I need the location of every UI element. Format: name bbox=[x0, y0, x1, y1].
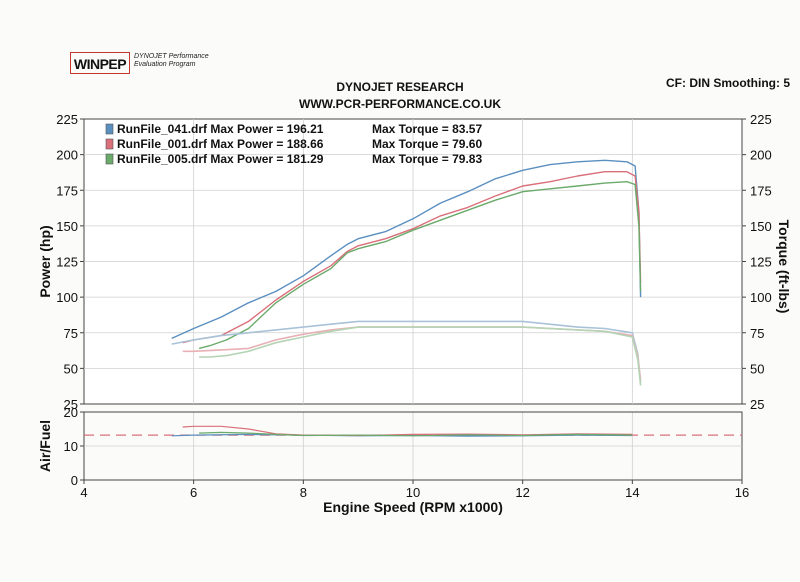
legend-swatch bbox=[105, 153, 114, 165]
x-tick-label: 14 bbox=[625, 485, 639, 500]
logo-subtitle-line1: DYNOJET Performance bbox=[134, 53, 209, 60]
af-tick-label: 20 bbox=[64, 405, 78, 420]
x-tick-label: 6 bbox=[190, 485, 197, 500]
power-tick-label: 125 bbox=[56, 255, 78, 270]
legend-swatch bbox=[105, 138, 114, 150]
torque-axis-label: Torque (ft-lbs) bbox=[776, 220, 792, 314]
legend-torque-entry: Max Torque = 79.83 bbox=[372, 152, 482, 166]
af-curve-3 bbox=[199, 431, 633, 437]
torque-tick-label: 50 bbox=[750, 361, 764, 376]
logo-text: WINPEP bbox=[70, 52, 130, 74]
logo-subtitle-line2: Evaluation Program bbox=[134, 61, 196, 68]
power-curve-2 bbox=[182, 170, 642, 344]
legend-entry: RunFile_041.drf Max Power = 196.21 bbox=[117, 122, 324, 136]
torque-tick-label: 150 bbox=[750, 219, 772, 234]
correction-factor-label: CF: DIN Smoothing: 5 bbox=[666, 76, 790, 90]
legend-torque-entry: Max Torque = 83.57 bbox=[372, 122, 482, 136]
torque-tick-label: 100 bbox=[750, 290, 772, 305]
torque-tick-label: 125 bbox=[750, 255, 772, 270]
legend-entry: RunFile_001.drf Max Power = 188.66 bbox=[117, 137, 324, 151]
power-tick-label: 75 bbox=[64, 326, 78, 341]
logo-subtitle: DYNOJET Performance Evaluation Program bbox=[134, 53, 209, 69]
power-axis-label: Power (hp) bbox=[37, 225, 53, 297]
power-tick-label: 150 bbox=[56, 219, 78, 234]
legend-swatch bbox=[105, 123, 114, 135]
power-tick-label: 100 bbox=[56, 290, 78, 305]
x-tick-label: 4 bbox=[80, 485, 87, 500]
legend-entry: RunFile_005.drf Max Power = 181.29 bbox=[117, 152, 324, 166]
power-tick-label: 225 bbox=[56, 112, 78, 127]
chart-website: WWW.PCR-PERFORMANCE.CO.UK bbox=[299, 97, 501, 111]
torque-tick-label: 25 bbox=[750, 397, 764, 412]
chart-title: DYNOJET RESEARCH bbox=[336, 80, 464, 94]
power-tick-label: 200 bbox=[56, 148, 78, 163]
legend-torque-entry: Max Torque = 79.60 bbox=[372, 137, 482, 151]
x-tick-label: 12 bbox=[515, 485, 529, 500]
af-axis-label: Air/Fuel bbox=[37, 420, 53, 472]
power-tick-label: 175 bbox=[56, 183, 78, 198]
torque-tick-label: 175 bbox=[750, 183, 772, 198]
power-curve-3 bbox=[198, 180, 642, 350]
torque-tick-label: 225 bbox=[750, 112, 772, 127]
power-tick-label: 50 bbox=[64, 361, 78, 376]
af-tick-label: 10 bbox=[64, 439, 78, 454]
power-curve-1 bbox=[171, 159, 642, 340]
power-tick-label: 25 bbox=[64, 397, 78, 412]
x-tick-label: 10 bbox=[406, 485, 420, 500]
torque-tick-label: 75 bbox=[750, 326, 764, 341]
winpep-logo: WINPEP DYNOJET Performance Evaluation Pr… bbox=[70, 52, 220, 76]
torque-curve-1 bbox=[171, 320, 642, 383]
torque-curve-3 bbox=[199, 326, 642, 386]
x-axis-label: Engine Speed (RPM x1000) bbox=[323, 499, 503, 515]
torque-tick-label: 200 bbox=[750, 148, 772, 163]
x-tick-label: 16 bbox=[735, 485, 749, 500]
af-tick-label: 0 bbox=[71, 473, 78, 488]
x-tick-label: 8 bbox=[300, 485, 307, 500]
